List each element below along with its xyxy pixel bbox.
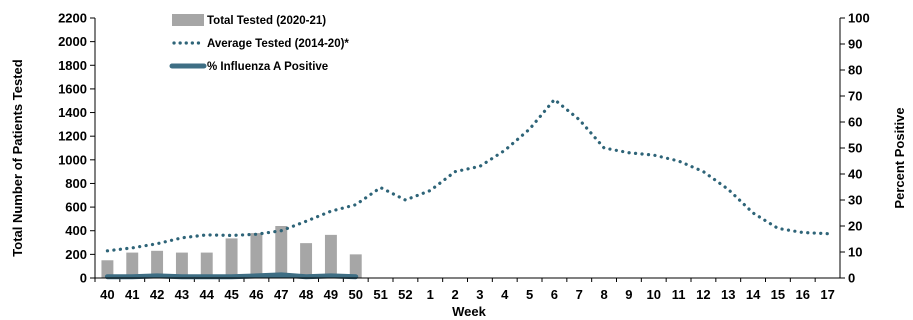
x-tick-label: 42 <box>150 287 164 302</box>
y-axis-title: Total Number of Patients Tested <box>10 59 25 256</box>
left-tick-label: 2000 <box>58 34 87 49</box>
x-tick-label: 52 <box>398 287 412 302</box>
x-tick-label: 47 <box>274 287 288 302</box>
x-tick-label: 46 <box>249 287 263 302</box>
x-tick-label: 15 <box>771 287 785 302</box>
right-tick-label: 90 <box>848 37 862 52</box>
legend-swatch-bar <box>172 14 204 26</box>
influenza-a-positive-polyline <box>104 272 359 280</box>
legend-label-total-tested: Total Tested (2020-21) <box>207 15 326 27</box>
right-tick-label: 40 <box>848 167 862 182</box>
legend: Total Tested (2020-21) Average Tested (2… <box>169 14 349 73</box>
legend-label-average-tested: Average Tested (2014-20)* <box>207 38 349 50</box>
left-tick-label: 1000 <box>58 152 87 167</box>
right-tick-label: 80 <box>848 63 862 78</box>
x-tick-label: 9 <box>625 287 632 302</box>
left-tick-label: 600 <box>65 200 87 215</box>
x-tick-label: 6 <box>551 287 558 302</box>
left-tick-label: 1400 <box>58 105 87 120</box>
x-tick-label: 2 <box>451 287 458 302</box>
left-tick-label: 0 <box>80 271 87 286</box>
total-tested-bars <box>101 226 362 278</box>
x-tick-label: 7 <box>576 287 583 302</box>
bar-total-tested <box>324 234 337 278</box>
x-tick-label: 41 <box>125 287 139 302</box>
left-tick-label: 400 <box>65 223 87 238</box>
x-tick-label: 48 <box>299 287 313 302</box>
x-tick-label: 8 <box>600 287 607 302</box>
legend-label-influenza-positive: % Influenza A Positive <box>207 61 328 73</box>
right-tick-label: 100 <box>848 11 870 26</box>
x-axis-ticks: 40 41 42 43 44 45 46 47 48 49 50 51 52 1 2 3 4 5 6 7 8 9 10 11 1… <box>94 278 835 302</box>
x-tick-label: 50 <box>349 287 363 302</box>
left-tick-label: 1800 <box>58 58 87 73</box>
average-tested-line <box>105 97 830 253</box>
x-tick-label: 40 <box>100 287 114 302</box>
x-tick-label: 4 <box>501 287 509 302</box>
x-tick-label: 10 <box>647 287 661 302</box>
x-tick-label: 5 <box>526 287 533 302</box>
left-tick-label: 1600 <box>58 81 87 96</box>
right-axis-ticks: 0 10 20 30 40 50 60 70 80 90 100 <box>840 11 870 286</box>
x-axis-title: Week <box>452 304 486 319</box>
x-tick-label: 49 <box>324 287 338 302</box>
right-tick-label: 20 <box>848 219 862 234</box>
bar-total-tested <box>200 252 213 278</box>
left-tick-label: 800 <box>65 176 87 191</box>
bar-total-tested <box>250 233 263 278</box>
bar-total-tested <box>175 252 188 278</box>
bar-total-tested <box>275 226 288 278</box>
bar-total-tested <box>151 250 164 278</box>
x-tick-label: 44 <box>200 287 215 302</box>
right-tick-label: 0 <box>848 271 855 286</box>
right-tick-label: 30 <box>848 193 862 208</box>
x-tick-label: 1 <box>427 287 434 302</box>
x-tick-label: 16 <box>796 287 810 302</box>
bar-total-tested <box>126 252 139 278</box>
bar-total-tested <box>349 254 362 278</box>
x-tick-label: 13 <box>721 287 735 302</box>
right-tick-label: 50 <box>848 141 862 156</box>
x-tick-label: 51 <box>373 287 387 302</box>
x-tick-label: 17 <box>820 287 834 302</box>
left-axis-ticks: 0 200 400 600 800 1000 1200 1400 1600 1800 2000 220… <box>58 11 95 286</box>
x-tick-label: 43 <box>175 287 189 302</box>
bar-total-tested <box>101 260 114 278</box>
x-tick-label: 14 <box>746 287 761 302</box>
left-tick-label: 1200 <box>58 129 87 144</box>
right-tick-label: 10 <box>848 245 862 260</box>
x-tick-label: 12 <box>696 287 710 302</box>
x-tick-label: 45 <box>224 287 238 302</box>
left-tick-label: 200 <box>65 247 87 262</box>
x-tick-label: 11 <box>672 287 686 302</box>
bar-total-tested <box>300 243 313 278</box>
y2-axis-title: Percent Positive <box>892 107 907 208</box>
left-tick-label: 2200 <box>58 11 87 26</box>
right-tick-label: 70 <box>848 89 862 104</box>
average-tested-polyline <box>105 97 830 253</box>
x-tick-label: 3 <box>476 287 483 302</box>
axes <box>94 18 841 279</box>
bar-total-tested <box>225 238 238 278</box>
influenza-a-positive-line <box>104 272 359 280</box>
right-tick-label: 60 <box>848 115 862 130</box>
